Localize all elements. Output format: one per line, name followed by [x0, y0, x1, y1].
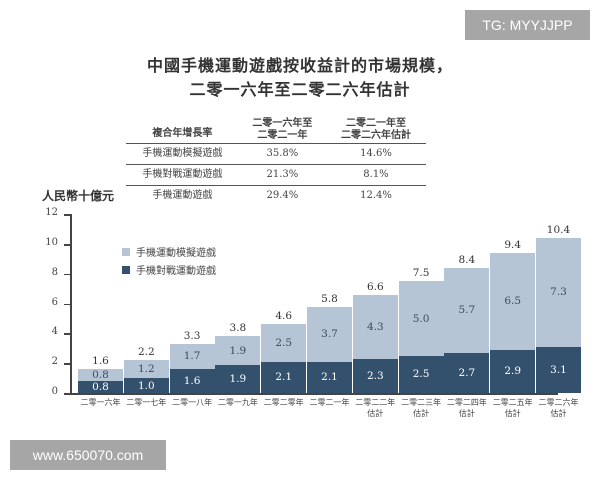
cagr-header-2021-2026: 二零二一年至 二零二六年估計	[340, 118, 411, 141]
x-tick-label: 二零一九年	[217, 398, 258, 407]
bar-group: 6.5 2.9 9.4	[490, 239, 536, 393]
cagr-value: 14.6%	[325, 143, 426, 165]
x-tick-label: 二零二六年 估計	[538, 398, 579, 418]
x-axis-line	[64, 393, 558, 395]
cagr-row-label: 手機運動模擬遊戲	[126, 143, 239, 165]
legend-item-battle: 手機對戰運動遊戲	[122, 262, 216, 277]
bar-segment-simulation: 1.2	[123, 360, 169, 379]
bar-total-label: 10.4	[546, 224, 571, 237]
bar-group: 4.3 2.3 6.6	[352, 281, 398, 393]
bar-segment-battle: 2.7	[444, 352, 490, 393]
bar-segment-battle: 1.9	[215, 364, 261, 393]
bar-segment-simulation: 1.9	[215, 336, 261, 365]
x-tick-label: 二零二零年	[263, 398, 304, 407]
bar-segment-battle: 1.0	[123, 378, 169, 393]
cagr-table-header: 複合年增長率 二零一六年至 二零二一年 二零二一年至 二零二六年估計	[126, 117, 426, 144]
bar-segment-battle: 2.3	[352, 358, 398, 393]
bar-segment-battle: 1.6	[169, 369, 215, 393]
bar-total-label: 3.3	[183, 329, 201, 342]
y-tick	[64, 333, 71, 335]
y-tick-label: 0	[51, 386, 58, 397]
y-tick-label: 10	[45, 237, 58, 248]
bar-total-label: 4.6	[275, 310, 293, 323]
bar-segment-simulation: 4.3	[352, 294, 398, 359]
watermark-url: www.650070.com	[10, 440, 166, 470]
cagr-value: 8.1%	[325, 164, 426, 186]
y-tick-label: 12	[45, 207, 58, 219]
bar-segment-simulation: 3.7	[307, 306, 352, 362]
y-tick-label: 2	[51, 356, 58, 368]
bar-segment-battle: 2.1	[261, 361, 307, 393]
legend-swatch-simulation	[122, 247, 130, 256]
x-tick-label: 二零二五年 估計	[492, 398, 533, 418]
y-tick	[64, 214, 71, 216]
x-tick-label: 二零二三年 估計	[401, 398, 442, 418]
bar-total-label: 3.8	[229, 322, 247, 335]
y-tick	[64, 303, 71, 306]
table-row: 手機運動模擬遊戲 35.8% 14.6%	[126, 143, 426, 165]
bar-total-label: 6.6	[366, 280, 384, 293]
x-tick-label: 二零一七年	[126, 398, 167, 407]
y-tick-label: 8	[51, 266, 58, 278]
bar-group: 5.7 2.7 8.4	[444, 254, 490, 393]
bar-segment-battle: 2.9	[490, 349, 536, 393]
cagr-table: 複合年增長率 二零一六年至 二零二一年 二零二一年至 二零二六年估計 手機運動模擬遊…	[126, 117, 426, 206]
chart-title-line2: 二零一六年至二零二六年估計	[189, 80, 411, 99]
bar-segment-battle: 3.1	[536, 346, 581, 393]
bar-total-label: 1.6	[92, 355, 109, 368]
bar-segment-simulation: 2.5	[261, 324, 307, 362]
cagr-value: 29.4%	[238, 185, 326, 206]
bar-group: 1.7 1.6 3.3	[169, 330, 215, 393]
cagr-header-label: 複合年增長率	[152, 128, 213, 139]
bar-segment-simulation: 5.0	[398, 281, 444, 356]
x-tick-label: 二零二二年 估計	[355, 398, 396, 418]
legend-label-battle: 手機對戰運動遊戲	[136, 266, 216, 277]
cagr-header-2016-2021: 二零一六年至 二零二一年	[252, 118, 313, 141]
y-tick-label: 6	[51, 296, 58, 308]
x-tick-label: 二零一八年	[172, 398, 213, 407]
bar-total-label: 2.2	[137, 346, 155, 359]
bar-segment-battle: 2.5	[398, 355, 444, 393]
x-tick-label: 二零一六年	[80, 398, 121, 407]
bar-group: 3.7 2.1 5.8	[307, 293, 352, 393]
bar-total-label: 9.4	[504, 238, 522, 251]
x-tick-label: 二零二一年	[309, 398, 350, 407]
table-row: 手機運動遊戲 29.4% 12.4%	[126, 185, 426, 206]
bar-group: 1.9 1.9 3.8	[215, 322, 261, 393]
cagr-row-label: 手機運動遊戲	[126, 185, 239, 206]
bar-total-label: 7.5	[412, 267, 430, 280]
bar-segment-simulation: 5.7	[444, 267, 490, 353]
bar-group: 1.2 1.0 2.2	[123, 346, 169, 393]
legend-item-simulation: 手機運動模擬遊戲	[122, 244, 216, 259]
y-tick-label: 4	[51, 326, 58, 338]
table-row: 手機對戰運動遊戲 21.3% 8.1%	[126, 164, 426, 186]
legend-label-simulation: 手機運動模擬遊戲	[136, 248, 216, 259]
bar-total-label: 5.8	[321, 292, 338, 305]
bar-group: 5.0 2.5 7.5	[398, 267, 444, 393]
y-tick	[64, 244, 71, 246]
cagr-row-label: 手機對戰運動遊戲	[126, 164, 239, 186]
y-axis-label: 人民幣十億元	[42, 189, 115, 203]
bar-group: 0.8 0.8 1.6	[78, 355, 123, 393]
legend-swatch-battle	[122, 265, 130, 274]
y-tick	[64, 273, 71, 276]
bar-total-label: 8.4	[458, 253, 476, 266]
cagr-value: 12.4%	[325, 185, 426, 206]
watermark-tg: TG: MYYJJPP	[465, 10, 590, 40]
bar-segment-simulation: 0.8	[78, 369, 123, 381]
x-tick-label: 二零二四年 估計	[446, 398, 487, 418]
bar-segment-simulation: 7.3	[536, 238, 581, 347]
y-tick	[64, 393, 71, 395]
bar-group: 2.5 2.1 4.6	[261, 310, 307, 393]
cagr-value: 35.8%	[238, 143, 326, 165]
bar-segment-battle: 2.1	[307, 361, 352, 393]
y-tick	[64, 363, 71, 365]
cagr-value: 21.3%	[238, 164, 326, 186]
bar-segment-simulation: 6.5	[490, 252, 536, 350]
chart-title-line1: 中國手機運動遊戲按收益計的市場規模，	[146, 56, 453, 75]
bar-segment-battle: 0.8	[78, 381, 123, 393]
bar-group: 7.3 3.1 10.4	[536, 224, 581, 393]
bar-segment-simulation: 1.7	[169, 343, 215, 370]
